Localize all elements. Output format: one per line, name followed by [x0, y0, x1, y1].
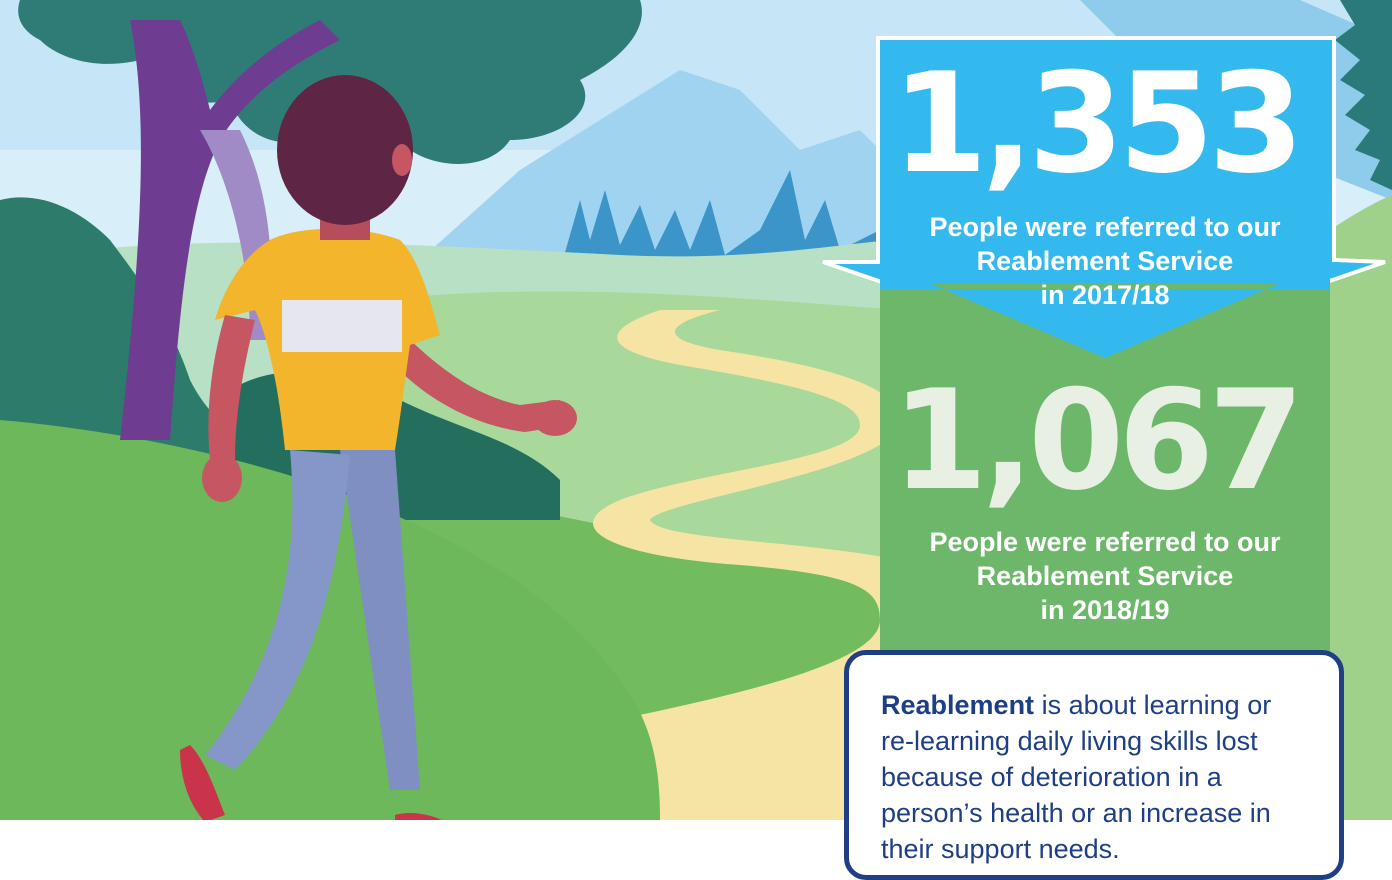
- stat-value-2018: 1,067: [891, 360, 1305, 521]
- green-panel: [880, 284, 1330, 660]
- stat-caption-2018-line-1: People were referred to our: [929, 527, 1281, 557]
- stat-caption-2017-line-1: People were referred to our: [929, 212, 1281, 242]
- pine-tree-right: [1335, 0, 1392, 190]
- tree-trunk: [120, 20, 340, 440]
- person-arm-front: [208, 315, 255, 460]
- person-head: [277, 75, 413, 225]
- stat-caption-2018-line-3: in 2018/19: [1040, 595, 1170, 625]
- walking-person: [180, 75, 577, 850]
- reablement-description: Reablement is about learning or re-learn…: [881, 687, 1309, 867]
- person-leg-back: [340, 450, 420, 790]
- reablement-info-box: Reablement is about learning or re-learn…: [844, 650, 1344, 880]
- green-panel-arrow-notch: [880, 262, 1330, 358]
- person-ear: [392, 144, 412, 176]
- person-fist-side: [202, 454, 242, 502]
- stat-caption-2018: People were referred to our Reablement S…: [880, 525, 1330, 627]
- stat-caption-2017-line-2: Reablement Service: [976, 246, 1234, 276]
- person-arm-back: [390, 330, 570, 432]
- stat-caption-2017: People were referred to our Reablement S…: [880, 210, 1330, 312]
- stat-caption-2018-line-2: Reablement Service: [976, 561, 1234, 591]
- person-shirt-stripe: [282, 300, 402, 352]
- grass-slope-left: [0, 420, 660, 820]
- stat-caption-2017-line-3: in 2017/18: [1040, 280, 1170, 310]
- person-shoe-front: [180, 745, 225, 822]
- winding-path: [0, 310, 900, 820]
- reablement-term: Reablement: [881, 690, 1035, 720]
- person-leg-front: [205, 450, 350, 770]
- landscape-illustration: [0, 0, 1392, 850]
- hill-right-mid: [1330, 195, 1392, 820]
- stat-value-2017: 1,353: [891, 43, 1305, 204]
- person-fist-front: [533, 400, 577, 436]
